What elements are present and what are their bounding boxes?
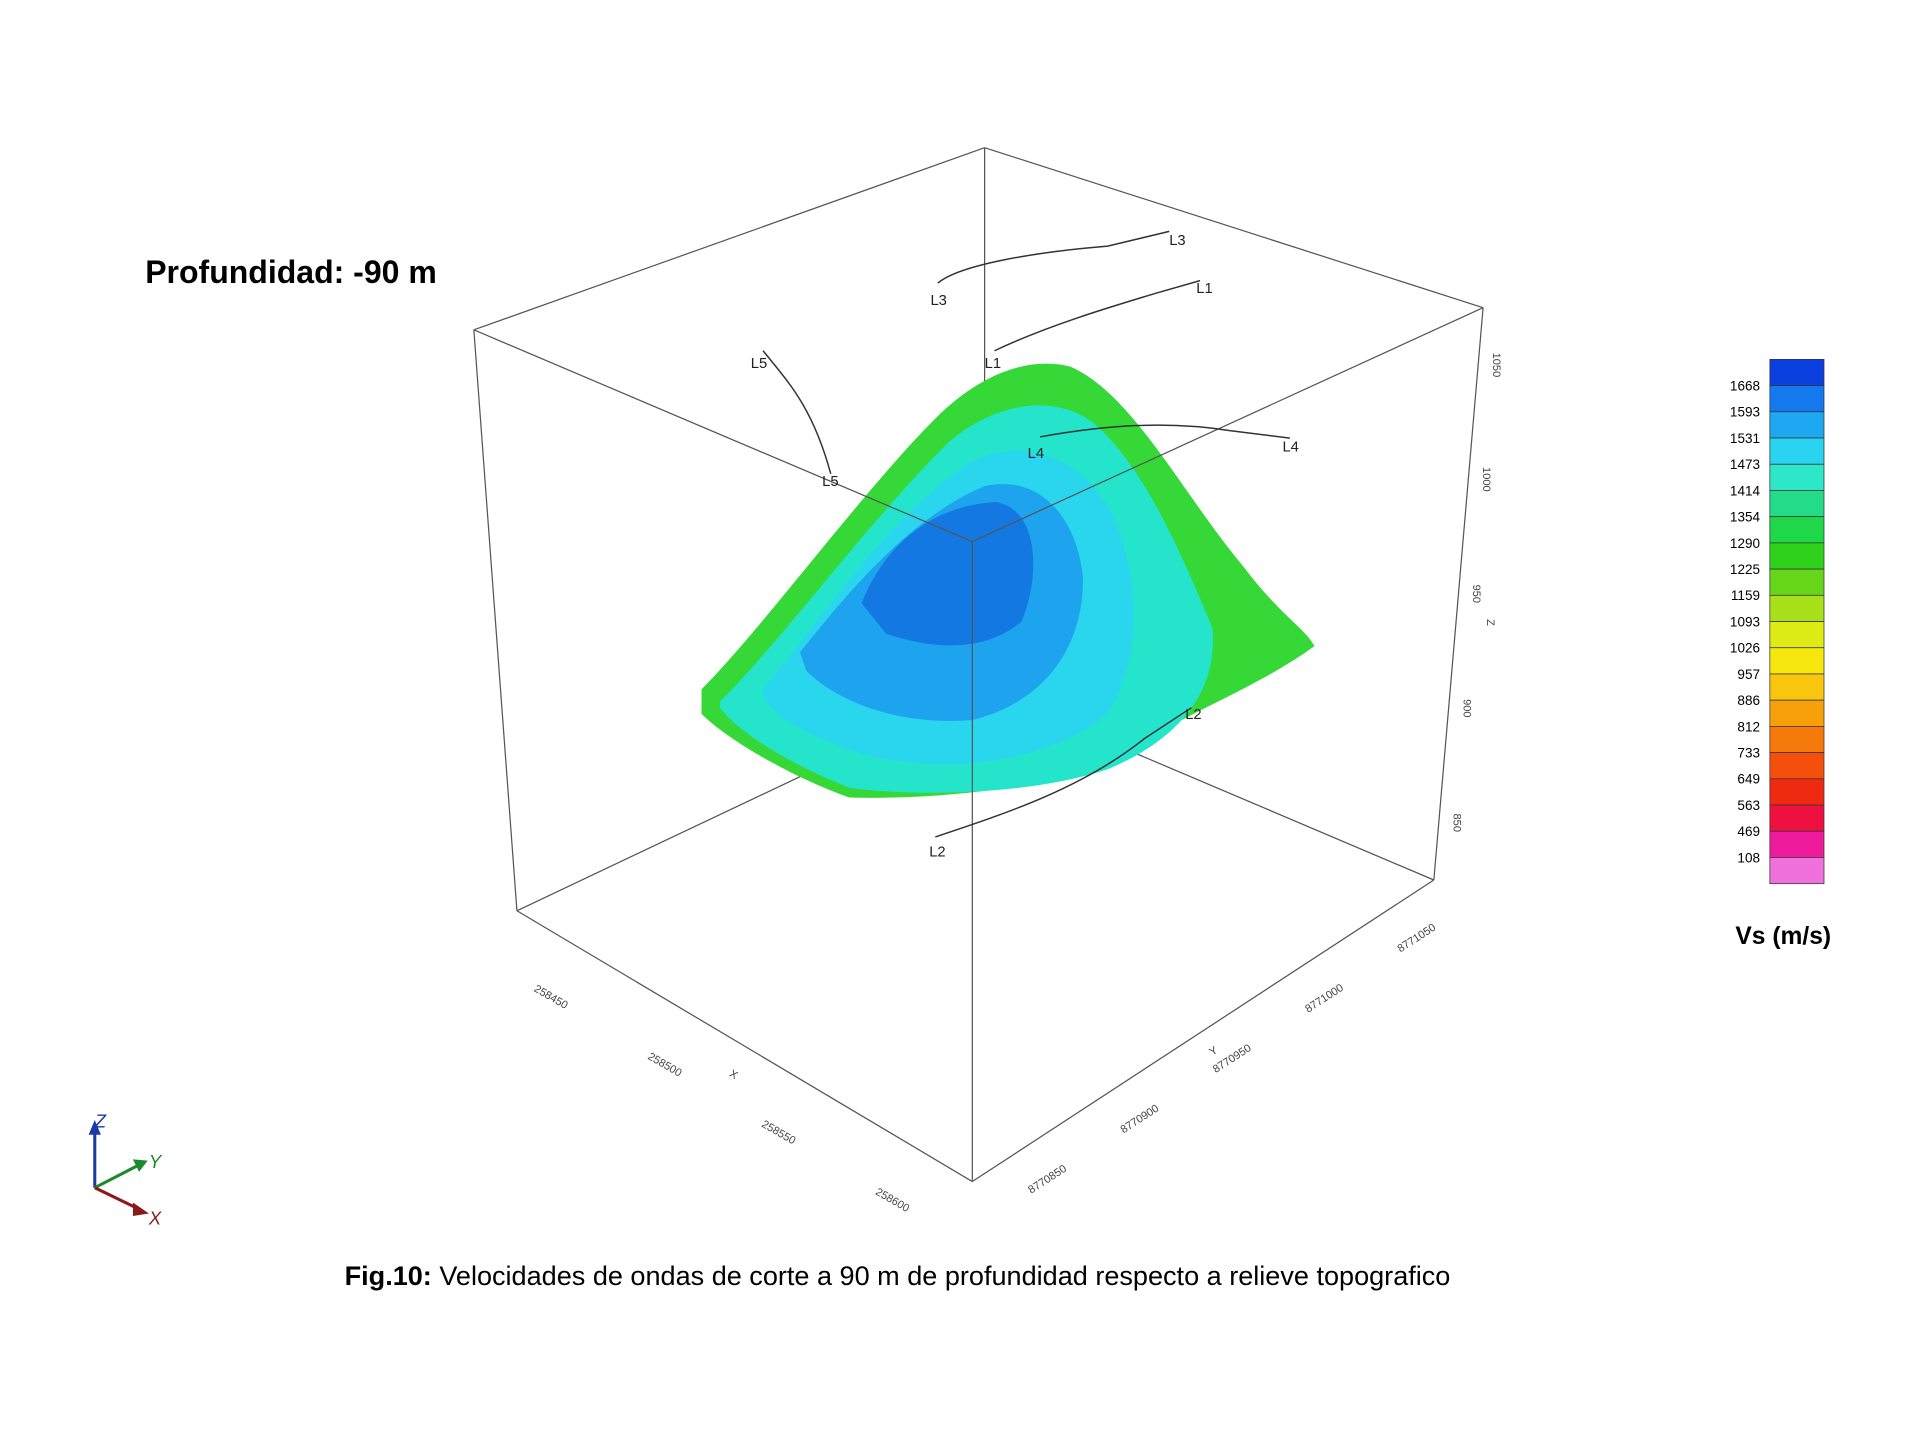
color-band	[1769, 699, 1825, 727]
color-band	[1769, 385, 1825, 413]
z-axis: 1050 1000 950 900 850	[1451, 353, 1502, 832]
line-label: L3	[930, 293, 946, 309]
legend: 1668 1593 1531 1473 1414 1354 1290 1225 1159 1093…	[1730, 359, 1825, 885]
axis-title: Y	[1207, 1044, 1220, 1058]
x-axis: 258450 258500 258550 258600	[532, 983, 912, 1215]
line-label: L5	[822, 474, 838, 490]
tick-label: 8770900	[1119, 1103, 1162, 1137]
legend-label: 649	[1737, 772, 1760, 787]
tick-label: 258450	[532, 983, 570, 1012]
legend-label: 563	[1737, 798, 1760, 813]
tick-label: 8771050	[1395, 922, 1438, 956]
color-band	[1769, 437, 1825, 465]
color-band	[1769, 411, 1825, 439]
legend-label: 1414	[1730, 483, 1761, 498]
tick-label: 258550	[759, 1118, 797, 1147]
survey-lines	[762, 230, 1290, 838]
tick-label: 8770850	[1026, 1163, 1069, 1197]
color-band	[1769, 621, 1825, 649]
triad-label: X	[148, 1208, 162, 1229]
line-label: L5	[751, 356, 767, 372]
tick-label: 1000	[1480, 467, 1492, 492]
tick-label: 258600	[873, 1186, 911, 1215]
color-band	[1769, 673, 1825, 701]
tick-label: 258500	[646, 1051, 684, 1080]
legend-label: 1354	[1730, 510, 1761, 525]
line-label: L2	[1185, 707, 1201, 723]
bounding-box	[473, 147, 1484, 1183]
color-band	[1769, 542, 1825, 570]
color-band	[1769, 463, 1825, 491]
legend-label: 886	[1737, 693, 1760, 708]
line-label: L1	[1196, 281, 1212, 297]
tick-label: 8770950	[1211, 1042, 1254, 1076]
triad-label: Y	[149, 1151, 163, 1172]
triad-label: Z	[94, 1110, 107, 1131]
legend-label: 1093	[1730, 614, 1760, 629]
tick-label: 950	[1470, 585, 1482, 603]
line-label: L4	[1028, 446, 1044, 462]
tick-label: 1050	[1490, 353, 1502, 378]
legend-label: 1593	[1730, 405, 1760, 420]
legend-label: 1290	[1730, 536, 1760, 551]
line-label: L1	[985, 356, 1001, 372]
color-band	[1769, 647, 1825, 675]
bounding-box-front	[473, 307, 1484, 1182]
legend-label: 1159	[1731, 588, 1760, 603]
y-axis: 8770850 8770900 8770950 8771000 8771050	[1026, 922, 1438, 1197]
color-band	[1769, 752, 1825, 780]
color-band	[1769, 804, 1825, 832]
axis-triad: Z Y X	[88, 1110, 163, 1229]
depth-title: Profundidad: -90 m	[145, 254, 437, 290]
legend-label: 812	[1737, 719, 1760, 734]
legend-label: 108	[1737, 850, 1760, 865]
caption-label: Fig.10:	[345, 1260, 432, 1291]
legend-label: 1026	[1730, 641, 1760, 656]
legend-label: 733	[1737, 746, 1760, 761]
tick-label: 900	[1460, 699, 1472, 717]
line-label: L4	[1282, 440, 1298, 456]
color-band	[1769, 726, 1825, 753]
color-band	[1769, 857, 1825, 885]
legend-label: 1531	[1730, 431, 1760, 446]
color-band	[1769, 568, 1825, 596]
color-band	[1769, 359, 1825, 386]
caption-text: Velocidades de ondas de corte a 90 m de …	[432, 1260, 1451, 1291]
axis-title: Z	[1484, 619, 1496, 626]
legend-title: Vs (m/s)	[1735, 923, 1831, 950]
axis-title: X	[727, 1068, 740, 1082]
legend-label: 1668	[1730, 379, 1760, 394]
line-label: L2	[929, 845, 945, 861]
legend-label: 1473	[1730, 457, 1760, 472]
tick-label: 850	[1451, 814, 1463, 832]
color-band	[1769, 490, 1825, 518]
color-band	[1769, 594, 1825, 622]
caption: Fig.10: Velocidades de ondas de corte a …	[345, 1260, 1451, 1291]
line-label: L3	[1169, 233, 1185, 249]
color-band	[1769, 778, 1825, 806]
tick-label: 8771000	[1303, 982, 1346, 1016]
color-band	[1769, 830, 1825, 858]
legend-label: 1225	[1730, 562, 1760, 577]
legend-label: 957	[1737, 667, 1760, 682]
legend-label: 469	[1737, 824, 1760, 839]
color-band	[1769, 516, 1825, 544]
velocity-surface	[701, 363, 1315, 798]
